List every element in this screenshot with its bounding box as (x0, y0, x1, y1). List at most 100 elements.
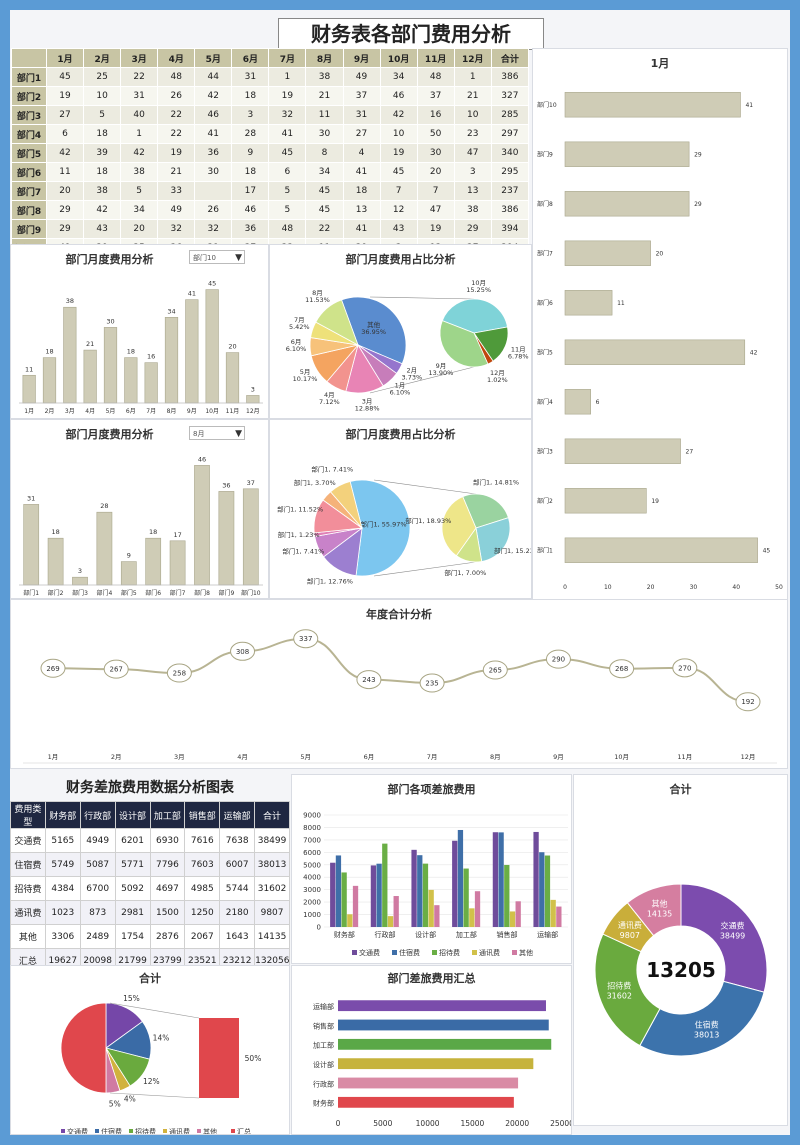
table-cell: 38 (120, 162, 159, 182)
table-row: 部门4 6 18 1 22 41 28 41 30 27 10 50 23 297 (11, 124, 530, 144)
row-header: 交通费 (10, 828, 46, 853)
x-tick-label: 10月 (614, 753, 629, 761)
dept-selector-dropdown[interactable]: 部门10 ▼ (189, 250, 245, 264)
bar-mark (533, 831, 539, 927)
table-row: 住宿费 5749 5087 5771 7796 7603 6007 38013 (10, 852, 290, 877)
bar-value-label: 18 (127, 348, 135, 356)
table-cell: 10 (379, 124, 418, 144)
bar-mark (338, 1038, 552, 1050)
legend-label: 招待费 (439, 948, 460, 957)
table-row: 部门1 45 25 22 48 44 31 1 38 49 34 48 1 386 (11, 67, 530, 87)
table-cell: 27 (342, 124, 381, 144)
bar-value-label: 38 (66, 297, 74, 305)
pie-slice (341, 296, 407, 365)
bar-value-label: 28 (100, 502, 108, 510)
table-cell: 32 (157, 219, 196, 239)
x-tick-label: 9月 (553, 753, 564, 761)
connector-line (369, 366, 475, 394)
row-total-cell: 327 (490, 86, 530, 106)
table-cell: 10 (83, 86, 122, 106)
bar-mark (246, 395, 260, 404)
bar-mark (338, 1000, 546, 1012)
table-cell: 45 (45, 67, 85, 87)
table-cell: 49 (157, 200, 196, 220)
x-tick-label: 8月 (490, 753, 501, 761)
line-point (609, 659, 635, 679)
column-header: 设计部 (114, 801, 151, 829)
table-cell: 6007 (219, 852, 256, 877)
bar-value-label: 21 (86, 340, 94, 348)
bar-mark (544, 855, 551, 927)
pie-slice-label: 2月 (407, 367, 418, 375)
sub-pie-slice (441, 496, 477, 557)
bar-value-label: 16 (147, 353, 155, 361)
y-tick-label: 4000 (303, 874, 321, 882)
point-value-label: 235 (425, 680, 438, 688)
travel-expense-table: 费用类型 财务部 行政部 设计部 加工部 销售部 运输部 合计 交通费 5165 4949 6201… (10, 801, 290, 973)
table-cell: 34 (305, 162, 344, 182)
travel-pie-bar-chart: 15% 14% 12% 4%5% 50% 交通费 住宿费 招待费 通讯费 其他 汇总 (60, 994, 261, 1134)
sub-pie-label: 15.25% (466, 286, 491, 294)
table-cell: 38499 (254, 828, 290, 853)
table-cell: 38 (83, 181, 122, 201)
row-header: 部门3 (11, 105, 47, 125)
legend-swatch (432, 950, 437, 955)
bar-mark (515, 901, 521, 927)
bar-mark (509, 911, 516, 927)
table-cell: 41 (342, 219, 381, 239)
donut-slice-value: 9807 (620, 931, 640, 940)
bar-value-label: 6 (596, 399, 600, 406)
column-header: 7月 (268, 48, 307, 68)
x-tick-label: 7月 (427, 753, 438, 761)
y-tick-label: 销售部 (313, 1021, 334, 1030)
bar-value-label: 34 (167, 307, 175, 315)
y-tick-label: 8000 (303, 824, 321, 832)
x-tick-label: 3月 (174, 753, 185, 761)
annual-line-chart: 269 1月 267 2月 258 3月 308 4月 337 5月 243 6月 235 7月 265 8月… (23, 629, 777, 764)
donut-slice (639, 980, 765, 1057)
legend-swatch (61, 1129, 65, 1133)
sub-pie-slice (473, 326, 509, 362)
bar-mark (463, 868, 469, 927)
x-tick-label: 8月 (167, 408, 177, 415)
bar-mark (469, 908, 475, 927)
pie-slice-label: 12% (143, 1077, 160, 1086)
pie-slice-label: 其他 (367, 320, 381, 329)
page-title: 财务表各部门费用分析 (278, 18, 544, 50)
x-tick-label: 部门1 (23, 589, 39, 597)
table-cell: 1250 (184, 900, 221, 925)
table-row: 部门8 29 42 34 49 26 46 5 45 13 12 47 38 386 (11, 200, 530, 220)
x-tick-label: 40 (732, 584, 740, 591)
bar-value-label: 37 (247, 479, 255, 487)
table-cell: 48 (416, 67, 455, 87)
bar-value-label: 29 (694, 201, 702, 208)
table-cell: 11 (45, 162, 85, 182)
table-cell: 42 (83, 200, 122, 220)
table-cell: 21 (453, 86, 492, 106)
table-cell: 7638 (219, 828, 256, 853)
pie-slice-label: 部门1, 1.23% (278, 530, 320, 539)
table-cell: 7616 (184, 828, 221, 853)
legend-swatch (512, 950, 517, 955)
x-tick-label: 15000 (460, 1119, 484, 1128)
table-cell: 1 (453, 67, 492, 87)
y-tick-label: 7000 (303, 836, 321, 844)
bar-mark (411, 849, 417, 927)
x-tick-label: 1月 (24, 408, 34, 415)
bar-mark (370, 865, 377, 927)
table-cell: 6 (268, 162, 307, 182)
column-header: 销售部 (184, 801, 221, 829)
table-cell: 48 (268, 219, 307, 239)
table-cell: 4384 (44, 876, 81, 901)
donut-slice-name: 招待费 (607, 980, 631, 990)
row-header: 部门1 (11, 67, 47, 87)
month-selector-dropdown[interactable]: 8月 ▼ (189, 426, 245, 440)
legend-swatch (231, 1129, 235, 1133)
y-tick-label: 部门4 (537, 398, 553, 406)
month-share-title: 部门月度费用占比分析 (345, 253, 456, 266)
bar-mark (23, 504, 40, 586)
table-row: 其他 3306 2489 1754 2876 2067 1643 14135 (10, 924, 290, 949)
table-cell: 5771 (114, 852, 151, 877)
bar-mark (22, 374, 36, 404)
point-value-label: 308 (236, 648, 249, 656)
